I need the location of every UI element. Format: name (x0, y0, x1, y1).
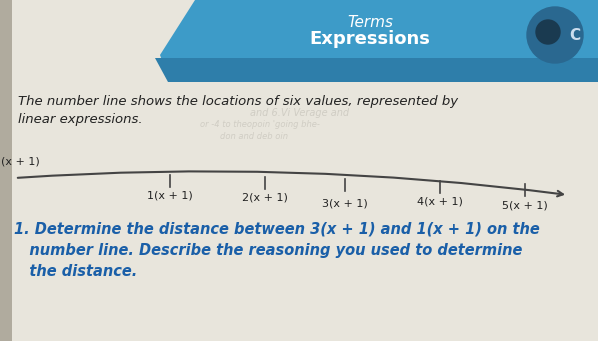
FancyBboxPatch shape (8, 0, 598, 341)
Text: or -4 to theopoin 'going bhe-: or -4 to theopoin 'going bhe- (200, 120, 320, 129)
Circle shape (527, 7, 583, 63)
Text: Expressions: Expressions (310, 30, 431, 48)
Circle shape (536, 20, 560, 44)
Text: 3(x + 1): 3(x + 1) (322, 199, 368, 209)
Text: 1(x + 1): 1(x + 1) (147, 191, 193, 201)
Text: 5(x + 1): 5(x + 1) (502, 200, 548, 210)
Text: C: C (569, 28, 581, 43)
Text: number line. Describe the reasoning you used to determine: number line. Describe the reasoning you … (14, 243, 523, 258)
Text: linear expressions.: linear expressions. (18, 113, 143, 126)
Text: 4(x + 1): 4(x + 1) (417, 197, 463, 207)
Text: -1(x + 1): -1(x + 1) (0, 156, 40, 166)
FancyBboxPatch shape (0, 0, 12, 341)
Text: Terms: Terms (347, 15, 393, 30)
Text: the distance.: the distance. (14, 264, 138, 279)
Text: 2(x + 1): 2(x + 1) (242, 193, 288, 203)
Text: and 6.Vi Verage and: and 6.Vi Verage and (250, 108, 349, 118)
Text: 1. Determine the distance between 3(x + 1) and 1(x + 1) on the: 1. Determine the distance between 3(x + … (14, 222, 540, 237)
Text: The number line shows the locations of six values, represented by: The number line shows the locations of s… (18, 95, 458, 108)
Polygon shape (155, 58, 598, 82)
Text: don and deb oin: don and deb oin (220, 132, 288, 141)
Polygon shape (160, 0, 598, 82)
